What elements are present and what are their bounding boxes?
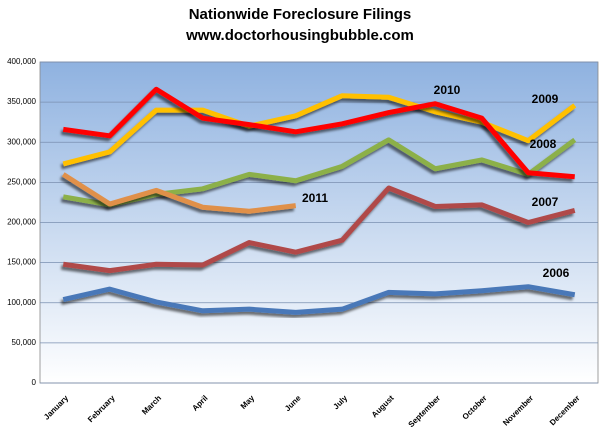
x-tick-label: July [331,393,349,411]
y-tick-label: 400,000 [7,57,36,66]
y-tick-label: 200,000 [7,218,36,227]
y-tick-label: 250,000 [7,177,36,186]
x-tick-label: January [42,393,70,421]
y-tick-label: 350,000 [7,97,36,106]
x-tick-label: May [239,393,257,411]
x-tick-label: March [140,393,163,416]
x-tick-label: June [283,393,303,413]
series-line [61,172,297,214]
x-tick-label: August [370,393,396,419]
series-line [62,86,575,180]
series-label: 2008 [530,137,557,151]
series-line [62,137,577,208]
x-tick-label: December [548,394,582,428]
series-label: 2011 [302,191,328,205]
x-tick-label: April [190,394,209,413]
series-label: 2007 [532,195,559,209]
y-tick-label: 300,000 [7,137,36,146]
x-tick-label: November [501,394,535,428]
series-line [62,284,576,315]
series-line [62,185,576,274]
x-tick-label: February [86,393,117,424]
y-tick-label: 150,000 [7,258,36,267]
chart-title: Nationwide Foreclosure Filings [189,6,412,23]
y-tick-label: 50,000 [12,338,37,347]
chart-subtitle: www.doctorhousingbubble.com [185,27,414,44]
series-label: 2006 [543,266,570,280]
x-tick-label: October [461,394,489,422]
series-label: 2009 [532,92,559,106]
x-tick-label: September [407,394,443,430]
series-label: 2010 [434,83,461,97]
y-tick-label: 0 [32,378,37,387]
y-tick-label: 100,000 [7,298,36,307]
